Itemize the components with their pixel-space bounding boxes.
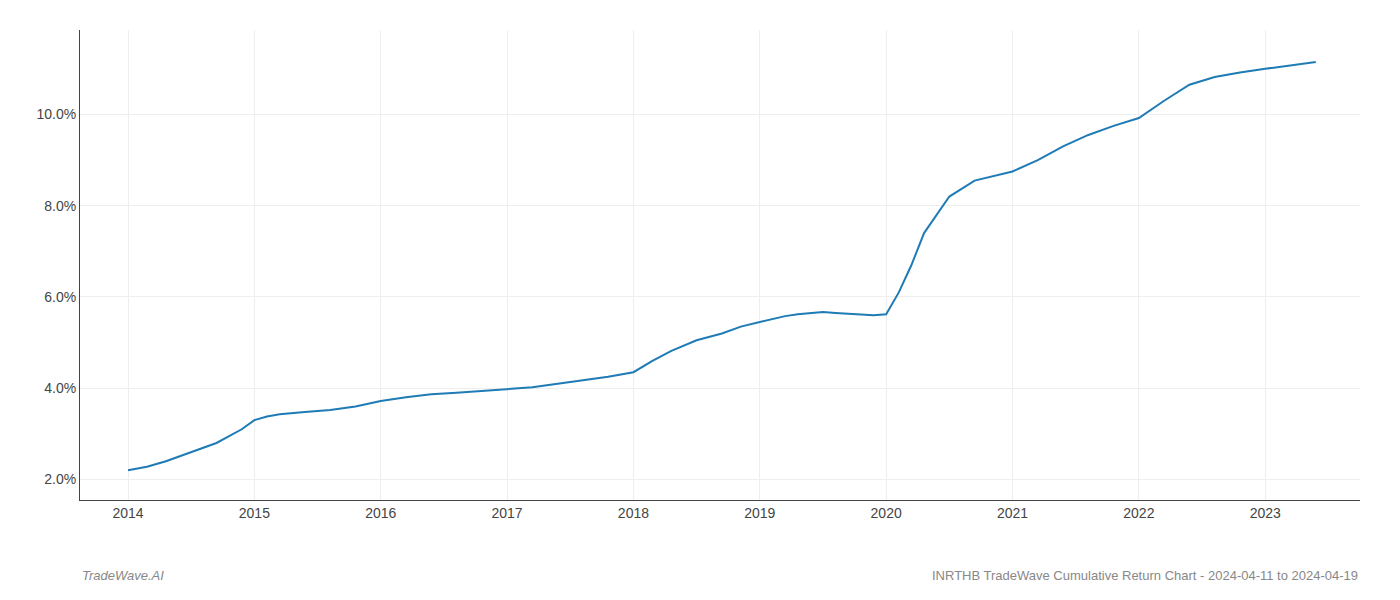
svg-text:6.0%: 6.0% bbox=[44, 289, 76, 305]
svg-text:INRTHB TradeWave Cumulative Re: INRTHB TradeWave Cumulative Return Chart… bbox=[932, 568, 1358, 583]
svg-text:2018: 2018 bbox=[618, 505, 649, 521]
svg-text:2.0%: 2.0% bbox=[44, 471, 76, 487]
svg-text:2020: 2020 bbox=[871, 505, 902, 521]
svg-text:2017: 2017 bbox=[492, 505, 523, 521]
svg-text:4.0%: 4.0% bbox=[44, 380, 76, 396]
svg-text:2014: 2014 bbox=[112, 505, 143, 521]
svg-text:8.0%: 8.0% bbox=[44, 198, 76, 214]
svg-text:2023: 2023 bbox=[1250, 505, 1281, 521]
svg-text:10.0%: 10.0% bbox=[36, 106, 76, 122]
svg-text:2019: 2019 bbox=[744, 505, 775, 521]
svg-text:2015: 2015 bbox=[239, 505, 270, 521]
svg-text:TradeWave.AI: TradeWave.AI bbox=[82, 568, 164, 583]
svg-text:2021: 2021 bbox=[997, 505, 1028, 521]
svg-text:2016: 2016 bbox=[365, 505, 396, 521]
svg-text:2022: 2022 bbox=[1123, 505, 1154, 521]
